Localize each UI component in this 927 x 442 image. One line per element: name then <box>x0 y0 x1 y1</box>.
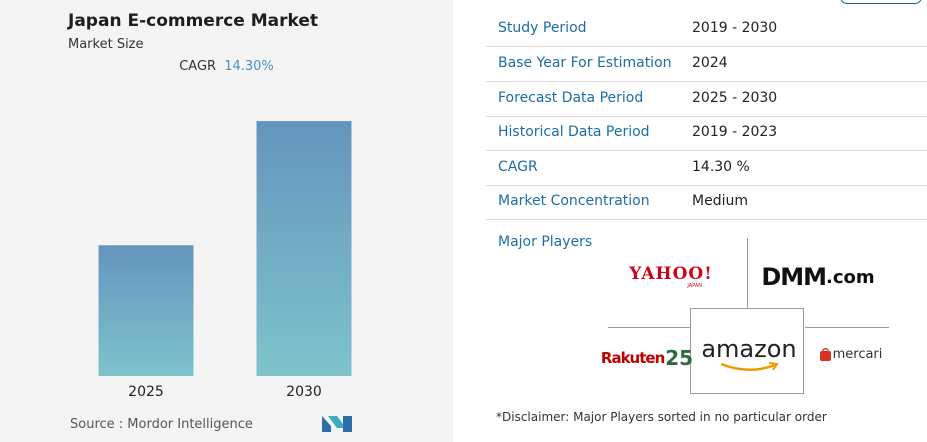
cagr-value: 14.30% <box>224 59 274 74</box>
rakuten-logo: Rakuten 25 <box>601 338 693 378</box>
amazon-logo-text: amazon <box>701 334 797 363</box>
bar-2030 <box>256 121 352 376</box>
amazon-box <box>690 308 804 394</box>
mercari-logo: mercari <box>816 342 886 366</box>
players-divider <box>747 238 748 308</box>
info-value: 14.30 % <box>692 159 750 175</box>
info-value: 2025 - 2030 <box>692 90 778 106</box>
chart-subtitle: Market Size <box>68 37 144 52</box>
info-row-cagr: CAGR 14.30 % <box>486 151 927 186</box>
mordor-intelligence-logo <box>322 416 352 432</box>
info-label: CAGR <box>498 159 538 175</box>
info-panel: Study Period 2019 - 2030 Base Year For E… <box>486 0 927 442</box>
info-label: Market Concentration <box>498 193 650 209</box>
info-label: Study Period <box>498 20 587 36</box>
info-value: 2024 <box>692 55 728 71</box>
chart-panel: Japan E-commerce Market Market Size CAGR… <box>0 0 453 442</box>
info-value: 2019 - 2023 <box>692 124 778 140</box>
mercari-bag-icon <box>819 347 831 361</box>
dmm-logo-suffix: .com <box>826 266 875 288</box>
rakuten-logo-number: 25 <box>665 346 694 370</box>
top-button-edge[interactable] <box>840 0 922 4</box>
bar-2025 <box>98 245 194 376</box>
x-tick-label: 2030 <box>286 384 322 400</box>
rakuten-logo-text: Rakuten <box>600 349 665 367</box>
yahoo-japan-logo: YAHOO! JAPAN <box>626 262 716 292</box>
cagr-label: CAGR <box>179 59 217 74</box>
major-players-label: Major Players <box>498 234 593 250</box>
bar-chart: 2025 2030 <box>98 121 352 400</box>
mercari-logo-text: mercari <box>832 346 883 362</box>
info-row-historical-period: Historical Data Period 2019 - 2023 <box>486 116 927 151</box>
yahoo-logo-subtext: JAPAN <box>687 282 702 289</box>
amazon-smile-icon <box>720 361 779 371</box>
source-text: Source : Mordor Intelligence <box>70 417 253 432</box>
chart-title: Japan E-commerce Market <box>68 11 319 31</box>
info-value: Medium <box>692 193 748 209</box>
info-row-forecast-period: Forecast Data Period 2025 - 2030 <box>486 82 927 117</box>
disclaimer-text: *Disclaimer: Major Players sorted in no … <box>496 410 827 424</box>
yahoo-logo-text: YAHOO! <box>629 263 713 284</box>
amazon-logo: amazon <box>694 332 804 377</box>
info-label: Forecast Data Period <box>498 90 644 106</box>
info-label: Historical Data Period <box>498 124 650 140</box>
dmm-logo-text: DMM <box>761 263 827 291</box>
info-row-base-year: Base Year For Estimation 2024 <box>486 47 927 82</box>
info-row-market-concentration: Market Concentration Medium <box>486 185 927 220</box>
info-row-study-period: Study Period 2019 - 2030 <box>486 12 927 47</box>
cagr-line: CAGR 14.30% <box>0 59 453 74</box>
dmm-logo: DMM .com <box>758 262 878 292</box>
info-value: 2019 - 2030 <box>692 20 778 36</box>
players-divider <box>805 327 889 328</box>
players-divider <box>608 327 690 328</box>
x-tick-label: 2025 <box>128 384 164 400</box>
info-label: Base Year For Estimation <box>498 55 672 71</box>
